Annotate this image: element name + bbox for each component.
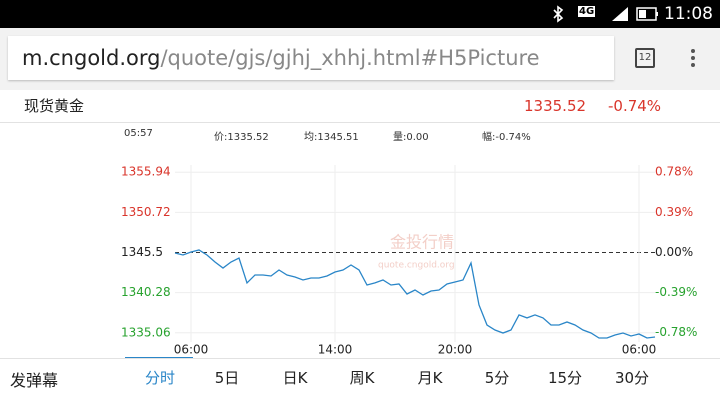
quote-price: 1335.52: [524, 97, 587, 115]
danmaku-button[interactable]: 发弹幕: [10, 371, 59, 390]
quote-change: -0.74%: [608, 97, 662, 115]
tab-bar: 发弹幕 分时 5日 日K 周K 月K 5分 15分 30分: [0, 358, 720, 406]
browser-bar: m.cngold.org/quote/gjs/gjhj_xhhj.html#H5…: [0, 28, 720, 90]
x-tick-label: 06:00: [174, 343, 209, 357]
period-tab[interactable]: 30分: [614, 369, 650, 387]
quote-name: 现货黄金: [24, 97, 85, 115]
period-tab[interactable]: 日K: [282, 369, 308, 387]
period-tab[interactable]: 15分: [547, 369, 583, 387]
y2-tick-label: -0.39%: [655, 285, 697, 299]
x-tick-label: 20:00: [438, 343, 473, 357]
y2-tick-label: 0.78%: [655, 165, 693, 179]
clock: 11:08: [664, 4, 713, 24]
x-tick-label: 14:00: [318, 343, 353, 357]
quote-header: 现货黄金 1335.52 -0.74%: [0, 90, 720, 123]
y2-tick-label: -0.78%: [655, 325, 697, 339]
watermark-title: 金投行情: [390, 233, 454, 252]
period-tab[interactable]: 分时: [144, 369, 175, 387]
url-host: m.cngold.org: [22, 46, 161, 70]
y-tick-label: 1335.06: [121, 325, 171, 339]
info-average: 均:1345.51: [304, 132, 359, 143]
info-volume: 量:0.00: [393, 132, 429, 143]
url-path: /quote/gjs/gjhj_xhhj.html#H5Picture: [160, 46, 540, 70]
info-price: 价:1335.52: [214, 132, 269, 143]
status-bar: 4G 11:08: [0, 0, 720, 28]
info-bar: 05:57 价:1335.52 均:1345.51 量:0.00 幅:-0.74…: [0, 128, 720, 144]
y-tick-label: 1340.28: [121, 285, 171, 299]
info-time: 05:57: [124, 128, 153, 139]
period-tab[interactable]: 周K: [349, 369, 375, 387]
url-box[interactable]: m.cngold.org/quote/gjs/gjhj_xhhj.html#H5…: [8, 36, 614, 80]
y-tick-label: 1345.5: [121, 245, 163, 259]
period-tab[interactable]: 5分: [484, 369, 510, 387]
watermark-site: quote.cngold.org: [378, 261, 455, 271]
network: 4G: [578, 6, 596, 17]
x-tick-label: 06:00: [622, 343, 657, 357]
period-tab[interactable]: 月K: [417, 369, 443, 387]
y2-tick-label: 0.39%: [655, 205, 693, 219]
battery-icon: [636, 7, 658, 21]
info-amplitude: 幅:-0.74%: [482, 132, 531, 143]
chart: 金投行情 quote.cngold.org 0.78% 1355.94 0.39% 1…: [121, 165, 697, 359]
y2-tick-label: 0.00%: [655, 245, 693, 259]
menu-icon[interactable]: [688, 48, 698, 70]
y-tick-label: 1350.72: [121, 205, 171, 219]
signal-icon: [612, 7, 628, 21]
tab-count[interactable]: 12: [635, 48, 655, 68]
price-line: [174, 249, 656, 339]
y-tick-label: 1355.94: [121, 165, 171, 179]
period-tab[interactable]: 5日: [214, 369, 240, 387]
bluetooth-icon: [553, 5, 564, 23]
